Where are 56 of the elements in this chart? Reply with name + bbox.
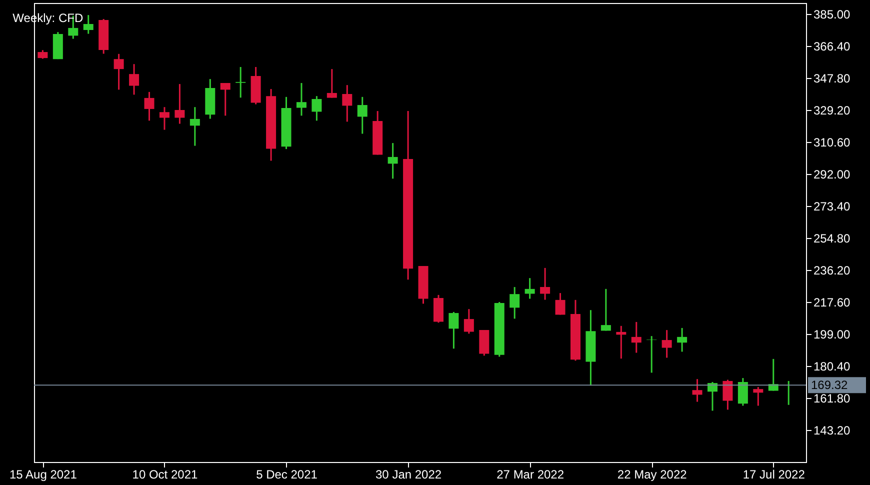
candlestick: [114, 53, 124, 90]
candlestick: [342, 84, 352, 122]
y-tick-label: 385.00: [814, 8, 851, 22]
candlestick: [600, 288, 611, 332]
y-tick-label: 161.80: [814, 392, 851, 406]
candlestick: [479, 329, 490, 356]
candlestick: [144, 91, 154, 122]
candlestick: [677, 327, 688, 352]
y-tick-label: 143.20: [814, 424, 851, 438]
candlestick: [692, 378, 702, 403]
candlestick: [646, 335, 657, 374]
y-tick-label: 310.60: [814, 136, 851, 150]
y-tick-label: 292.00: [814, 168, 851, 182]
candlestick: [616, 325, 626, 360]
candlestick: [190, 106, 200, 147]
candlestick: [662, 329, 672, 358]
x-tick-label: 30 Jan 2022: [376, 468, 442, 482]
y-tick-label: 180.40: [814, 360, 851, 374]
y-tick-label: 199.00: [814, 328, 851, 342]
candlestick: [159, 106, 170, 131]
y-tick-label: 217.60: [814, 296, 851, 310]
candlestick: [631, 321, 642, 354]
candlestick: [753, 386, 764, 406]
candlestick: [388, 142, 398, 180]
candlestick: [738, 377, 748, 406]
x-tick-label: 5 Dec 2021: [256, 468, 318, 482]
candlestick: [326, 68, 337, 99]
y-tick-label: 254.80: [814, 232, 851, 246]
candlestick: [540, 267, 550, 301]
candlestick: [768, 358, 778, 392]
candlestick: [357, 96, 368, 134]
candlestick: [524, 277, 535, 300]
candlestick: [220, 82, 230, 116]
y-tick-label: 329.20: [814, 104, 851, 118]
candlestick: [83, 14, 94, 35]
x-tick-label: 27 Mar 2022: [496, 468, 564, 482]
candlestick: [174, 83, 185, 125]
ref-line-label: 169.32: [811, 378, 848, 392]
candlestick: [296, 82, 306, 116]
candlestick: [510, 286, 520, 320]
x-tick-label: 17 Jul 2022: [742, 468, 806, 482]
candlestick: [312, 95, 322, 122]
candlestick: [433, 294, 444, 324]
y-tick-label: 236.20: [814, 264, 851, 278]
x-tick-label: 10 Oct 2021: [132, 468, 198, 482]
x-tick-label: 15 Aug 2021: [9, 468, 78, 482]
y-tick-label: 366.40: [814, 40, 851, 54]
candlestick: [722, 379, 733, 410]
y-tick-label: 347.80: [814, 72, 851, 86]
candlestick: [464, 308, 474, 334]
candlestick: [129, 63, 140, 96]
candlestick: [555, 292, 566, 316]
x-tick-label: 22 May 2022: [617, 468, 688, 482]
candlestick: [448, 311, 459, 350]
y-tick-label: 273.40: [814, 200, 851, 214]
candlestick: [236, 66, 246, 98]
